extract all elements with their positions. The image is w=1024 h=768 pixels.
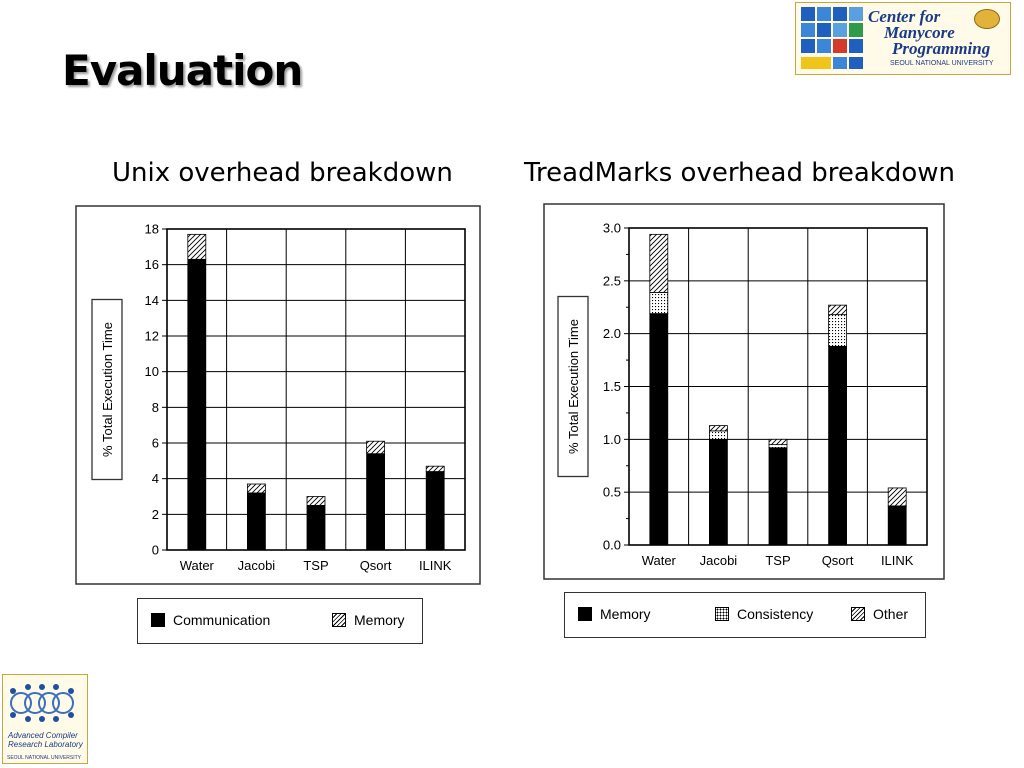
legend-label-consistency: Consistency — [737, 606, 814, 622]
bar-communication-water — [187, 258, 207, 551]
bar-memory-water — [649, 313, 669, 546]
bar-memory-ilink — [887, 505, 907, 546]
logo-text-line2: Manycore — [884, 23, 955, 42]
unix-chart-subtitle: Unix overhead breakdown — [112, 158, 453, 188]
bar-memory-jacobi — [708, 438, 728, 546]
bar-memory-tsp — [768, 447, 788, 546]
legend-label-memory: Memory — [600, 606, 651, 622]
bar-other-ilink — [887, 487, 907, 507]
x-tick-label: Jacobi — [238, 558, 276, 573]
bar-other-jacobi — [708, 425, 728, 432]
y-tick-label: 8 — [152, 400, 159, 415]
treadmarks-overhead-chart: 0.0 0.5 1.0 1.5 2.0 2.5 3.0 Water Jacobi TSP Qsort… — [543, 203, 945, 580]
bar-other-water — [649, 233, 669, 293]
y-tick-label: 0 — [152, 543, 159, 558]
memory-swatch — [578, 607, 592, 621]
y-tick-label: 10 — [145, 364, 159, 379]
bar-memory-ilink — [425, 465, 445, 472]
lab-name-line1: Advanced Compiler — [8, 731, 78, 740]
communication-swatch — [151, 613, 165, 627]
other-swatch — [851, 607, 865, 621]
y-tick-label: 2.0 — [603, 326, 621, 341]
legend-label-memory: Memory — [354, 612, 405, 628]
unix-chart-legend: Communication Memory — [137, 598, 423, 644]
y-tick-label: 0.5 — [603, 485, 621, 500]
y-axis-label-box — [557, 295, 589, 478]
bar-communication-tsp — [306, 505, 326, 551]
bar-consistency-jacobi — [708, 430, 728, 440]
y-tick-label: 4 — [152, 471, 159, 486]
x-tick-label: Jacobi — [700, 553, 738, 568]
y-axis-label: % Total Execution Time — [566, 319, 581, 454]
y-axis-label: % Total Execution Time — [100, 322, 115, 457]
center-for-manycore-programming-logo: Center for Manycore Programming SEOUL NA… — [795, 2, 1011, 75]
y-tick-label: 6 — [152, 436, 159, 451]
x-tick-label: Qsort — [360, 558, 392, 573]
university-seal-icon — [974, 9, 1000, 29]
logo-text-line3: Programming — [892, 39, 991, 58]
legend-item-consistency: Consistency — [715, 606, 813, 622]
y-axis-label-box — [91, 298, 123, 481]
bar-communication-qsort — [366, 453, 386, 551]
y-tick-label: 16 — [145, 257, 159, 272]
legend-item-memory: Memory — [578, 606, 651, 622]
treadmarks-chart-subtitle: TreadMarks overhead breakdown — [524, 158, 955, 188]
bar-memory-qsort — [828, 345, 848, 546]
x-tick-label: ILINK — [419, 558, 452, 573]
bar-consistency-qsort — [828, 314, 848, 347]
x-tick-label: Qsort — [822, 553, 854, 568]
legend-item-communication: Communication — [151, 612, 270, 628]
legend-label-other: Other — [873, 606, 909, 622]
bar-memory-tsp — [306, 496, 326, 506]
y-tick-label: 2.5 — [603, 273, 621, 288]
y-tick-label: 12 — [145, 329, 159, 344]
chart-frame — [75, 205, 481, 585]
bar-other-tsp — [768, 438, 788, 446]
treadmarks-chart-legend: Memory Consistency Other — [564, 592, 926, 638]
x-tick-label: ILINK — [881, 553, 914, 568]
legend-label-communication: Communication — [173, 612, 271, 628]
y-tick-label: 18 — [145, 222, 159, 237]
chart-frame — [543, 203, 945, 580]
memory-swatch — [332, 613, 346, 627]
legend-item-memory: Memory — [332, 612, 405, 628]
bar-communication-jacobi — [246, 492, 266, 551]
bar-consistency-tsp — [768, 444, 788, 449]
x-tick-label: TSP — [765, 553, 790, 568]
bar-communication-ilink — [425, 471, 445, 551]
unix-overhead-chart: 0 2 4 6 8 10 12 14 16 18 Water Jacobi TSP Qsort ILINK%… — [75, 205, 481, 585]
advanced-compiler-research-laboratory-logo: Advanced Compiler Research Laboratory SE… — [2, 674, 88, 764]
logo-text-university: SEOUL NATIONAL UNIVERSITY — [890, 60, 994, 67]
slide-title: Evaluation — [62, 46, 303, 95]
legend-item-other: Other — [851, 606, 908, 622]
x-tick-label: Water — [180, 558, 215, 573]
x-tick-label: TSP — [303, 558, 328, 573]
lab-name-line2: Research Laboratory — [8, 740, 83, 749]
y-tick-label: 14 — [145, 293, 159, 308]
bar-memory-jacobi — [246, 483, 266, 494]
y-tick-label: 3.0 — [603, 221, 621, 236]
y-tick-label: 0.0 — [603, 538, 621, 553]
bar-other-qsort — [828, 304, 848, 316]
bar-memory-qsort — [366, 440, 386, 455]
lab-university: SEOUL NATIONAL UNIVERSITY — [7, 755, 81, 761]
bar-memory-water — [187, 233, 207, 260]
lab-molecule-icon — [10, 684, 74, 722]
bar-consistency-water — [649, 292, 669, 314]
y-tick-label: 2 — [152, 507, 159, 522]
y-tick-label: 1.5 — [603, 379, 621, 394]
x-tick-label: Water — [642, 553, 677, 568]
consistency-swatch — [715, 607, 729, 621]
y-tick-label: 1.0 — [603, 432, 621, 447]
logo-text-line1: Center for — [868, 7, 941, 26]
